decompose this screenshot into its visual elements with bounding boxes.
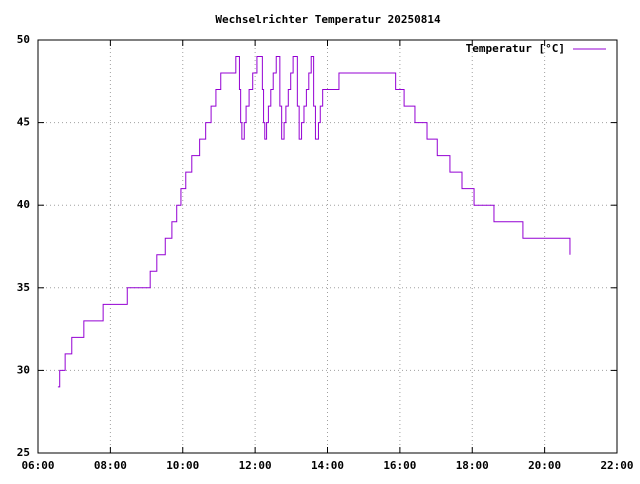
y-tick-label: 35 (17, 281, 30, 294)
x-tick-label: 08:00 (94, 459, 127, 472)
plot-border (37, 39, 618, 454)
y-tick-label: 45 (17, 116, 30, 129)
y-tick-label: 50 (17, 33, 30, 46)
data-line (57, 56, 571, 388)
y-tick-label: 40 (17, 198, 30, 211)
y-tick-label: 30 (17, 363, 30, 376)
x-tick-label: 20:00 (528, 459, 561, 472)
x-tick-label: 14:00 (311, 459, 344, 472)
x-tick-label: 16:00 (383, 459, 416, 472)
x-tick-label: 22:00 (600, 459, 633, 472)
x-tick-label: 06:00 (21, 459, 54, 472)
x-tick-label: 10:00 (166, 459, 199, 472)
x-tick-label: 12:00 (239, 459, 272, 472)
legend-label: Temperatur [°C] (466, 42, 565, 55)
y-tick-label: 25 (17, 446, 30, 459)
x-tick-label: 18:00 (456, 459, 489, 472)
chart-title: Wechselrichter Temperatur 20250814 (215, 13, 441, 26)
